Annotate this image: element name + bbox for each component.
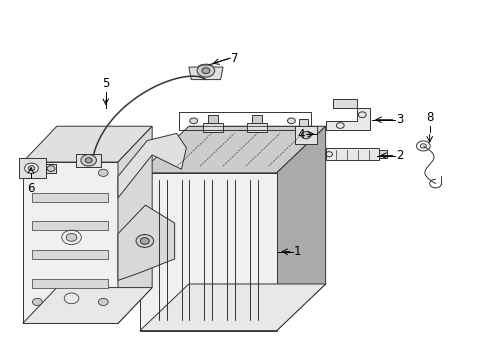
Circle shape — [301, 132, 311, 139]
Polygon shape — [23, 162, 118, 323]
Circle shape — [81, 154, 97, 166]
Text: 7: 7 — [231, 51, 239, 64]
Text: 8: 8 — [426, 111, 433, 125]
Polygon shape — [23, 288, 152, 323]
Polygon shape — [23, 126, 152, 162]
Polygon shape — [19, 158, 46, 178]
Polygon shape — [208, 116, 218, 123]
Circle shape — [141, 238, 149, 244]
Text: 4: 4 — [297, 127, 305, 141]
Circle shape — [136, 234, 154, 247]
Polygon shape — [140, 126, 326, 173]
Circle shape — [98, 169, 108, 176]
Polygon shape — [118, 134, 186, 198]
Polygon shape — [32, 250, 108, 259]
Polygon shape — [189, 67, 223, 80]
Polygon shape — [76, 154, 101, 167]
Text: 5: 5 — [102, 77, 109, 90]
Text: 6: 6 — [27, 182, 35, 195]
Polygon shape — [32, 221, 108, 230]
Circle shape — [190, 118, 197, 124]
Polygon shape — [379, 149, 387, 158]
Polygon shape — [118, 126, 152, 323]
Polygon shape — [252, 116, 262, 123]
Circle shape — [202, 68, 210, 73]
Polygon shape — [140, 284, 326, 330]
Circle shape — [47, 166, 55, 171]
Circle shape — [66, 233, 77, 241]
Polygon shape — [333, 99, 357, 108]
Text: 2: 2 — [396, 149, 404, 162]
Circle shape — [24, 163, 38, 173]
Polygon shape — [295, 126, 318, 144]
Polygon shape — [32, 193, 108, 202]
Polygon shape — [326, 148, 379, 160]
Polygon shape — [277, 126, 326, 330]
Circle shape — [32, 298, 42, 306]
Polygon shape — [32, 279, 108, 288]
Polygon shape — [203, 123, 223, 132]
Polygon shape — [299, 119, 308, 126]
Circle shape — [197, 64, 215, 77]
Circle shape — [85, 158, 92, 163]
Text: 1: 1 — [294, 245, 301, 258]
Circle shape — [288, 118, 295, 124]
Polygon shape — [140, 173, 277, 330]
Circle shape — [98, 298, 108, 306]
Circle shape — [32, 169, 42, 176]
Polygon shape — [46, 164, 56, 173]
Polygon shape — [326, 108, 369, 130]
Polygon shape — [118, 205, 174, 280]
Polygon shape — [247, 123, 267, 132]
Text: 3: 3 — [396, 113, 404, 126]
Circle shape — [28, 166, 35, 171]
